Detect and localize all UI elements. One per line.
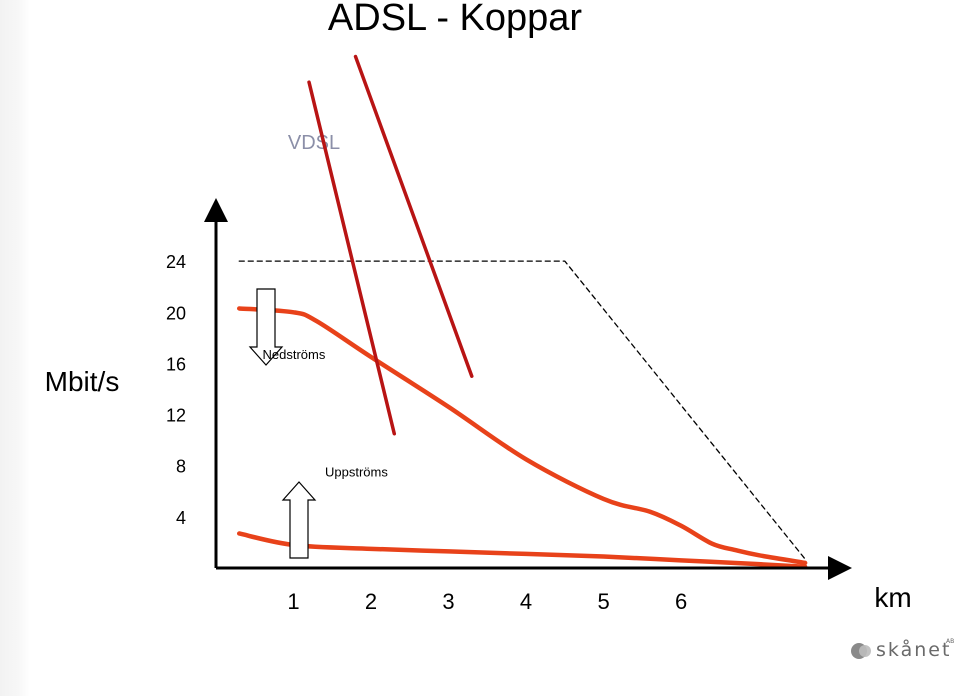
logo-text: skånet [876,639,952,661]
chart-title: ADSL - Koppar [328,0,583,39]
y-tick-label: 24 [166,252,186,272]
side-band [0,0,30,696]
skanet-logo: skånet AB [848,636,958,666]
x-tick-label: 6 [675,589,687,614]
x-tick-label: 4 [520,589,532,614]
annotation-layer: Nedströms Uppströms [248,288,388,559]
vdsl-line-2 [353,54,474,378]
theoretical-max-line [238,260,806,560]
x-tick-labels: 1 2 3 4 5 6 [287,589,687,614]
upstream-label: Uppströms [325,465,388,480]
y-axis-label: Mbit/s [45,366,120,397]
x-axis-label: km [874,582,911,613]
y-tick-label: 8 [176,457,186,477]
logo-mark-icon [851,643,871,659]
x-tick-label: 2 [365,589,377,614]
y-tick-label: 12 [166,406,186,426]
up-arrow-icon [281,481,317,559]
y-tick-label: 20 [166,303,186,323]
down-arrow-icon [248,288,284,366]
logo-suffix: AB [946,638,955,645]
downstream-curve [237,306,808,566]
x-tick-label: 3 [442,589,454,614]
y-tick-labels: 24 20 16 12 8 4 [166,252,186,528]
y-tick-label: 16 [166,354,186,374]
y-tick-label: 4 [176,508,186,528]
downstream-label: Nedströms [263,347,326,362]
x-tick-label: 1 [287,589,299,614]
vdsl-line-1 [307,80,397,436]
series-layer [237,54,808,569]
upstream-curve [237,531,808,569]
x-tick-label: 5 [597,589,609,614]
vdsl-label: VDSL [288,132,340,154]
